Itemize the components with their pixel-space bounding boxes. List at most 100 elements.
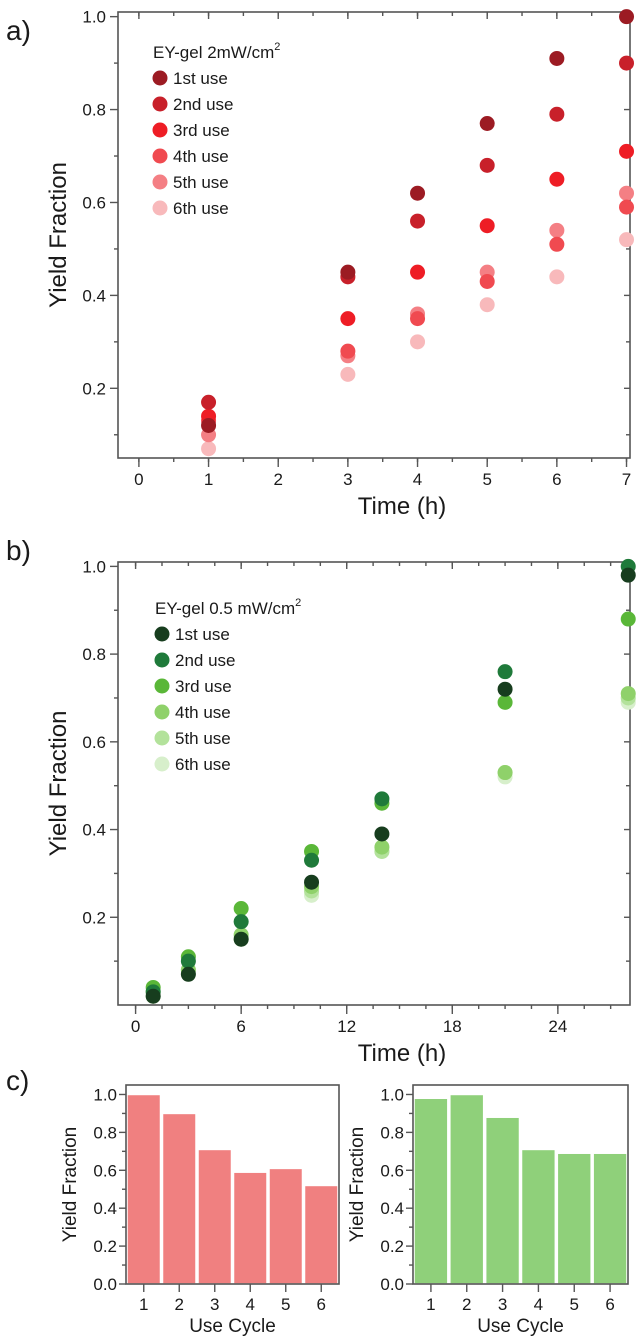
bar	[449, 1093, 485, 1285]
panel-label-a: a)	[6, 15, 31, 46]
y-tick-label: 0.6	[82, 733, 106, 752]
y-tick-label: 0.8	[380, 1123, 404, 1142]
y-tick-label: 0.6	[82, 193, 106, 212]
data-point	[620, 686, 636, 702]
bar	[197, 1148, 233, 1285]
data-point	[340, 343, 356, 359]
x-tick-label: 12	[337, 1017, 356, 1036]
x-tick-label: 6	[605, 1295, 614, 1314]
bar-chart-c-right: 1 2 3 4 5 6 0.0 0.2 0.4 0.6 0.8 1.0 Use Cycle Yield F…	[347, 1084, 629, 1337]
legend-entry: 3rd use	[173, 121, 230, 140]
legend-entry: 3rd use	[175, 677, 232, 696]
x-axis-label: Time (h)	[358, 493, 446, 520]
y-tick-label: 0.4	[93, 1199, 117, 1218]
data-point	[374, 839, 390, 855]
x-tick-label: 1	[426, 1295, 435, 1314]
plot-frame	[412, 1084, 629, 1285]
x-tick-label: 2	[462, 1295, 471, 1314]
x-tick-label: 0	[131, 1017, 140, 1036]
y-tick-label: 1.0	[82, 557, 106, 576]
x-tick-label: 4	[534, 1295, 543, 1314]
y-tick-label: 0.2	[82, 908, 106, 927]
x-tick-label: 4	[246, 1295, 255, 1314]
legend-entry: 4th use	[173, 147, 229, 166]
x-tick-label: 6	[317, 1295, 326, 1314]
x-tick-label: 5	[281, 1295, 290, 1314]
legend-marker	[152, 174, 168, 190]
y-tick-label: 0.2	[93, 1237, 117, 1256]
legend-marker	[152, 122, 168, 138]
y-tick-label: 0.4	[82, 286, 106, 305]
y-tick-label: 1.0	[380, 1085, 404, 1104]
x-tick-label: 1	[139, 1295, 148, 1314]
data-point	[497, 681, 513, 697]
legend-entry: 6th use	[175, 755, 231, 774]
legend-marker	[152, 96, 168, 112]
legend-entry: 5th use	[173, 173, 229, 192]
data-point	[233, 914, 249, 930]
data-point	[620, 611, 636, 627]
legend-title-sup: 2	[295, 597, 301, 609]
y-axis-label: Yield Fraction	[45, 162, 72, 308]
y-axis-label: Yield Fraction	[347, 1127, 368, 1242]
panel-label-c: c)	[6, 1065, 29, 1096]
data-point	[201, 394, 217, 410]
data-point	[619, 9, 635, 25]
data-point	[410, 213, 426, 229]
data-point	[619, 185, 635, 201]
legend-entry: 2nd use	[173, 95, 234, 114]
data-point	[479, 273, 495, 289]
data-point	[233, 901, 249, 917]
data-point	[201, 417, 217, 433]
y-tick-label: 0.6	[380, 1161, 404, 1180]
data-point	[479, 297, 495, 313]
data-point	[410, 311, 426, 327]
legend-marker	[154, 652, 170, 668]
data-point	[549, 269, 565, 285]
data-point	[304, 852, 320, 868]
y-tick-label: 0.8	[82, 645, 106, 664]
data-point	[180, 953, 196, 969]
x-axis-label: Time (h)	[358, 1040, 446, 1067]
y-tick-label: 0.4	[82, 821, 106, 840]
data-point	[497, 694, 513, 710]
x-tick-label: 0	[134, 470, 143, 489]
data-point	[374, 791, 390, 807]
bar	[303, 1184, 339, 1285]
data-point	[340, 366, 356, 382]
legend-entry: 6th use	[173, 199, 229, 218]
data-point	[549, 50, 565, 66]
y-tick-label: 0.8	[93, 1123, 117, 1142]
legend-marker	[154, 730, 170, 746]
x-tick-label: 24	[548, 1017, 567, 1036]
bar-chart-c-left: 1 2 3 4 5 6 0.0 0.2 0.4 0.6 0.8 1.0 Use Cycle Yield F…	[60, 1084, 340, 1337]
data-point	[619, 143, 635, 159]
legend-marker	[154, 678, 170, 694]
bar	[484, 1116, 521, 1285]
data-point	[374, 826, 390, 842]
legend-marker	[152, 200, 168, 216]
y-axis-label: Yield Fraction	[45, 711, 72, 857]
data-point	[479, 157, 495, 173]
bar	[126, 1093, 162, 1285]
data-point	[145, 988, 161, 1004]
bar	[268, 1167, 304, 1285]
y-tick-label: 1.0	[93, 1085, 117, 1104]
data-point	[497, 765, 513, 781]
x-tick-label: 4	[413, 470, 422, 489]
data-point	[410, 264, 426, 280]
data-point	[620, 567, 636, 583]
y-axis-label: Yield Fraction	[60, 1127, 81, 1242]
plot-frame	[117, 561, 631, 1006]
data-point	[479, 116, 495, 131]
y-tick-label: 0.0	[380, 1275, 404, 1294]
legend-marker	[152, 70, 168, 86]
legend-title-sup: 2	[274, 41, 280, 53]
legend-entry: 4th use	[175, 703, 231, 722]
legend-title: EY-gel 0.5 mW/cm2	[155, 597, 301, 618]
bar	[520, 1148, 557, 1285]
y-tick-label: 0.0	[93, 1275, 117, 1294]
x-axis-label: Use Cycle	[189, 1316, 276, 1337]
x-tick-label: 3	[210, 1295, 219, 1314]
